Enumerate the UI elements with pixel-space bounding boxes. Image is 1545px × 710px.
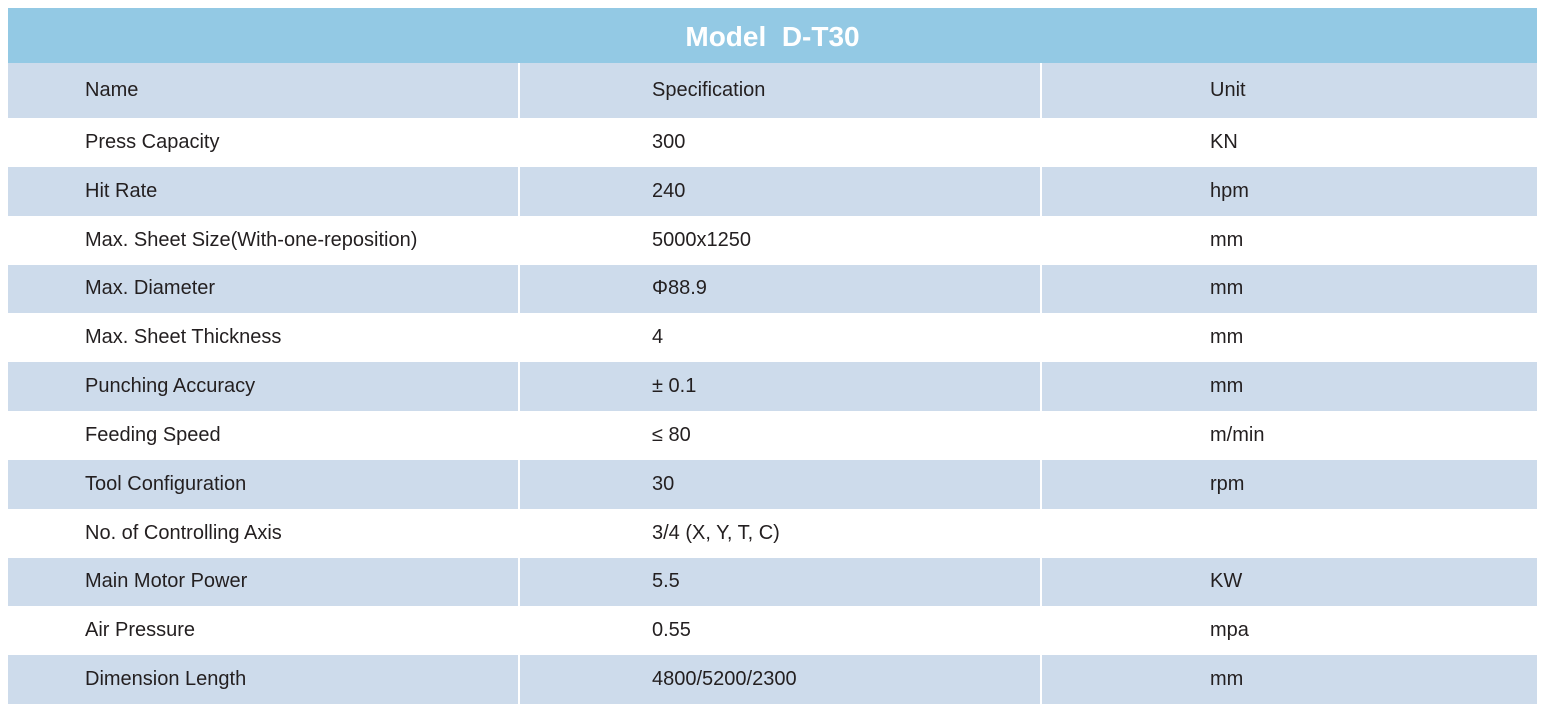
column-divider (1040, 606, 1042, 656)
column-divider (518, 606, 520, 656)
table-cell: Max. Sheet Thickness (85, 326, 282, 349)
table-cell: mm (1210, 326, 1244, 349)
table-row: Hit Rate 240 hpm (8, 166, 1537, 216)
table-cell: ± 0.1 (652, 375, 697, 398)
column-divider (1040, 215, 1042, 265)
table-cell: 5000x1250 (652, 228, 751, 251)
column-divider (518, 215, 520, 265)
table-row: Air Pressure 0.55 mpa (8, 606, 1537, 656)
column-divider (1040, 459, 1042, 509)
table-cell: 30 (652, 472, 675, 495)
table-cell: Dimension Length (85, 668, 247, 691)
column-divider (518, 264, 520, 314)
table-cell: Tool Configuration (85, 472, 247, 495)
column-divider (1040, 118, 1042, 167)
table-cell: m/min (1210, 423, 1265, 446)
column-divider (1040, 655, 1042, 704)
column-divider (518, 557, 520, 607)
table-row: Dimension Length 4800/5200/2300 mm (8, 655, 1537, 704)
table-cell: hpm (1210, 179, 1249, 202)
table-row: Main Motor Power 5.5 KW (8, 557, 1537, 607)
table-cell: KW (1210, 570, 1243, 593)
column-divider (1040, 411, 1042, 460)
column-divider (518, 362, 520, 411)
table-cell: KN (1210, 130, 1238, 153)
table-cell: Specification (652, 79, 766, 101)
table-cell: 4 (652, 326, 664, 349)
table-row: Feeding Speed ≤ 80 m/min (8, 411, 1537, 460)
table-cell: Max. Diameter (85, 277, 216, 300)
table-row: Max. Sheet Size(With-one-reposition) 5000… (8, 215, 1537, 265)
table-cell: Air Pressure (85, 619, 196, 642)
column-divider (518, 655, 520, 704)
table-row: Max. Diameter Φ88.9 mm (8, 264, 1537, 314)
table-cell: Max. Sheet Size(With-one-reposition) (85, 228, 418, 251)
table-cell: 5.5 (652, 570, 680, 593)
column-divider (1040, 166, 1042, 216)
column-divider (518, 411, 520, 460)
header-row: Name Specification Unit (8, 63, 1537, 118)
table-cell: Unit (1210, 79, 1246, 101)
table-row: Max. Sheet Thickness 4 mm (8, 313, 1537, 363)
column-divider (1040, 362, 1042, 411)
table-cell: mm (1210, 375, 1244, 398)
table-cell: 0.55 (652, 619, 691, 642)
column-divider (518, 166, 520, 216)
table-cell: Name (85, 79, 139, 101)
table-cell: 240 (652, 179, 686, 202)
table-row: No. of Controlling Axis 3/4 (X, Y, T, C) (8, 508, 1537, 558)
table-cell: No. of Controlling Axis (85, 521, 282, 544)
table-cell: Φ88.9 (652, 277, 707, 300)
table-cell: mm (1210, 228, 1244, 251)
column-divider (518, 63, 520, 118)
table-cell: ≤ 80 (652, 423, 691, 446)
column-divider (1040, 313, 1042, 363)
column-divider (1040, 557, 1042, 607)
table-cell: Punching Accuracy (85, 375, 256, 398)
column-divider (518, 459, 520, 509)
table-cell: 300 (652, 130, 686, 153)
column-divider (518, 313, 520, 363)
table-cell: mpa (1210, 619, 1249, 642)
table-title: Model D-T30 (8, 8, 1537, 63)
column-divider (1040, 264, 1042, 314)
table-row: Tool Configuration 30 rpm (8, 459, 1537, 509)
table-row: Press Capacity 300 KN (8, 118, 1537, 167)
table-cell: Press Capacity (85, 130, 220, 153)
column-divider (1040, 63, 1042, 118)
table-cell: Hit Rate (85, 179, 158, 202)
table-cell: Main Motor Power (85, 570, 248, 593)
column-divider (518, 508, 520, 558)
table-cell: 4800/5200/2300 (652, 668, 797, 691)
table-cell: 3/4 (X, Y, T, C) (652, 521, 780, 544)
table-row: Punching Accuracy ± 0.1 mm (8, 362, 1537, 411)
table-cell: mm (1210, 668, 1244, 691)
table-cell: rpm (1210, 472, 1245, 495)
column-divider (1040, 508, 1042, 558)
column-divider (518, 118, 520, 167)
table-cell: mm (1210, 277, 1244, 300)
table-cell: Feeding Speed (85, 423, 221, 446)
